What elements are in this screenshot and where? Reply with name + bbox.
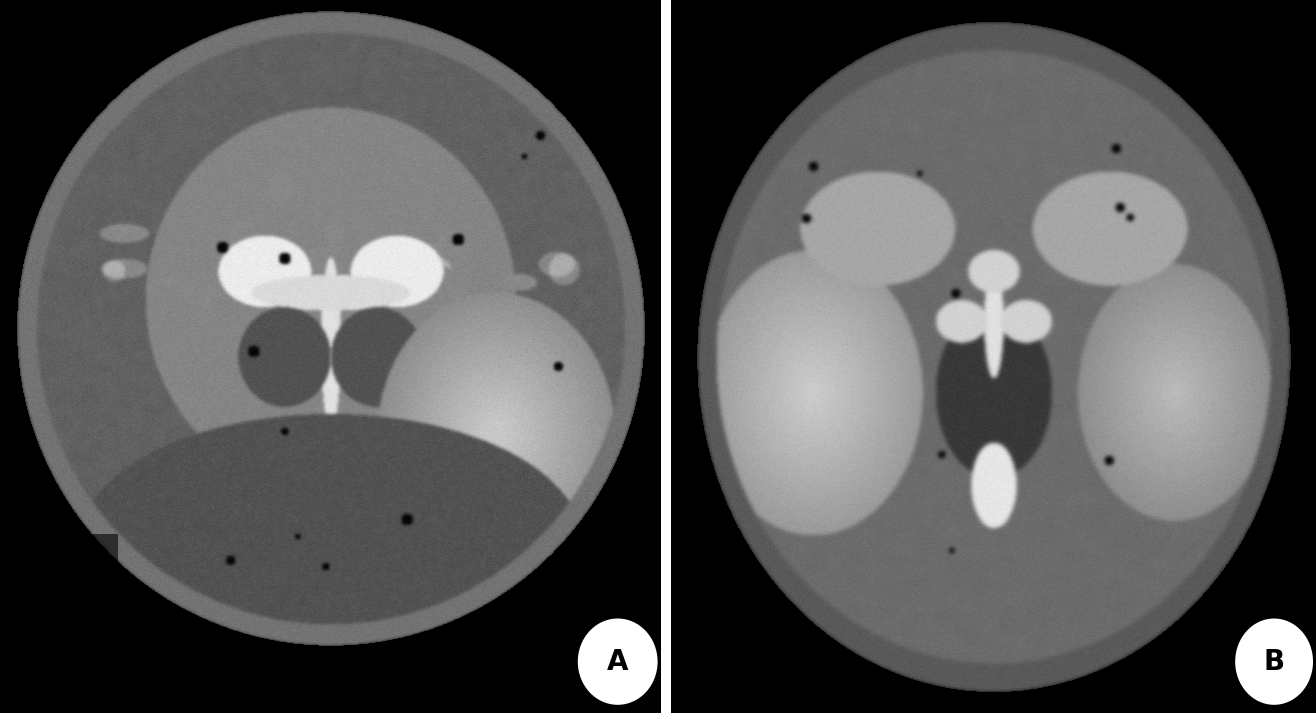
Text: B: B [1263,647,1284,676]
Circle shape [1234,617,1315,706]
Text: A: A [607,647,629,676]
Circle shape [576,617,658,706]
